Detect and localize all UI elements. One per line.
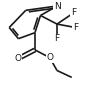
Text: F: F — [71, 8, 76, 17]
Text: F: F — [73, 23, 78, 32]
Text: O: O — [15, 54, 22, 63]
Text: N: N — [54, 2, 60, 10]
Text: O: O — [46, 53, 53, 62]
Text: F: F — [54, 34, 60, 43]
